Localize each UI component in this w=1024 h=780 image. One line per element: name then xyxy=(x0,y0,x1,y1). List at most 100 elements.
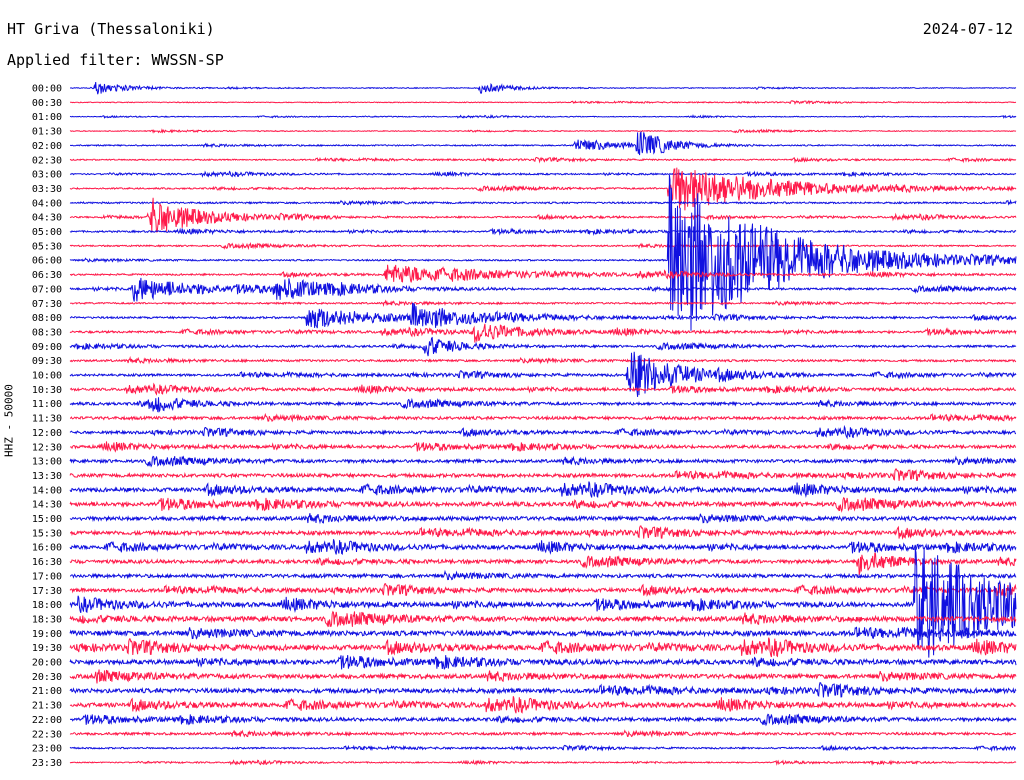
time-tick-label: 17:00 xyxy=(32,571,62,582)
time-tick-label: 22:00 xyxy=(32,715,62,726)
trace-1630 xyxy=(69,552,1017,575)
trace-1430 xyxy=(69,496,1017,513)
trace-0200 xyxy=(70,131,1017,156)
time-tick-label: 03:00 xyxy=(32,170,62,181)
trace-2130 xyxy=(69,696,1017,714)
time-tick-label: 05:00 xyxy=(32,227,62,238)
time-tick-label: 10:30 xyxy=(32,385,62,396)
time-tick-label: 10:00 xyxy=(32,371,62,382)
time-tick-label: 15:00 xyxy=(32,514,62,525)
trace-0630 xyxy=(69,264,1017,283)
trace-0730 xyxy=(69,299,1017,307)
time-tick-label: 18:30 xyxy=(32,614,62,625)
trace-1500 xyxy=(69,513,1017,525)
trace-1030 xyxy=(69,382,1017,396)
time-tick-label: 15:30 xyxy=(32,528,62,539)
time-tick-label: 14:30 xyxy=(32,500,62,511)
time-tick-label: 23:30 xyxy=(32,758,62,769)
time-tick-label: 09:00 xyxy=(32,342,62,353)
time-tick-label: 20:00 xyxy=(32,658,62,669)
trace-1530 xyxy=(69,525,1017,540)
trace-0930 xyxy=(69,355,1017,365)
time-tick-label: 22:30 xyxy=(32,729,62,740)
trace-0130 xyxy=(69,128,1017,134)
filter-label: Applied filter: WWSSN-SP xyxy=(7,51,224,69)
trace-1130 xyxy=(69,412,1017,423)
trace-0600 xyxy=(69,174,1017,331)
trace-0330 xyxy=(69,167,1017,211)
trace-0100 xyxy=(69,113,1017,119)
time-tick-label: 03:30 xyxy=(32,184,62,195)
station-title: HT Griva (Thessaloniki) xyxy=(7,20,215,38)
trace-1730 xyxy=(69,583,1017,598)
trace-2100 xyxy=(69,682,1017,698)
trace-1200 xyxy=(69,424,1016,440)
time-tick-label: 08:00 xyxy=(32,313,62,324)
time-tick-label: 19:00 xyxy=(32,629,62,640)
time-tick-label: 16:30 xyxy=(32,557,62,568)
trace-0830 xyxy=(69,323,1017,343)
trace-0500 xyxy=(69,227,1017,236)
trace-0400 xyxy=(69,199,1017,207)
trace-1100 xyxy=(69,397,1017,413)
trace-0430 xyxy=(69,197,1017,233)
trace-0030 xyxy=(69,100,1017,106)
time-tick-label: 12:00 xyxy=(32,428,62,439)
time-tick-label: 13:30 xyxy=(32,471,62,482)
time-tick-label: 06:00 xyxy=(32,256,62,267)
time-tick-label: 00:30 xyxy=(32,98,62,109)
time-tick-label: 21:00 xyxy=(32,686,62,697)
time-tick-label: 02:00 xyxy=(32,141,62,152)
trace-2000 xyxy=(69,655,1017,671)
trace-1930 xyxy=(69,637,1017,658)
time-tick-label: 12:30 xyxy=(32,442,62,453)
time-tick-label: 05:30 xyxy=(32,241,62,252)
time-tick-label: 04:30 xyxy=(32,213,62,224)
trace-1330 xyxy=(69,468,1017,481)
trace-0230 xyxy=(69,156,1017,164)
time-tick-label: 18:00 xyxy=(32,600,62,611)
time-tick-label: 07:30 xyxy=(32,299,62,310)
trace-1400 xyxy=(69,481,1017,499)
time-tick-label: 14:00 xyxy=(32,485,62,496)
time-tick-label: 20:30 xyxy=(32,672,62,683)
trace-2330 xyxy=(69,759,1017,766)
trace-1000 xyxy=(69,351,1017,397)
time-tick-label: 11:00 xyxy=(32,399,62,410)
trace-1600 xyxy=(69,539,1017,556)
trace-1300 xyxy=(69,455,1017,468)
trace-2200 xyxy=(69,713,1017,727)
date-label: 2024-07-12 xyxy=(922,20,1013,38)
trace-1700 xyxy=(69,569,1017,581)
trace-0700 xyxy=(69,277,1017,302)
time-tick-label: 19:30 xyxy=(32,643,62,654)
time-tick-label: 01:30 xyxy=(32,127,62,138)
time-tick-label: 06:30 xyxy=(32,270,62,281)
trace-0530 xyxy=(69,242,1017,250)
time-tick-label: 01:00 xyxy=(32,112,62,123)
time-tick-label: 08:30 xyxy=(32,327,62,338)
trace-2300 xyxy=(69,744,1016,753)
time-tick-label: 11:30 xyxy=(32,414,62,425)
time-tick-label: 02:30 xyxy=(32,155,62,166)
trace-2030 xyxy=(69,669,1017,684)
time-tick-label: 21:30 xyxy=(32,701,62,712)
trace-1800 xyxy=(69,548,1017,658)
trace-1230 xyxy=(69,441,1017,453)
trace-1900 xyxy=(69,626,1017,640)
trace-0000 xyxy=(70,81,1017,95)
time-tick-label: 17:30 xyxy=(32,586,62,597)
time-tick-label: 09:30 xyxy=(32,356,62,367)
time-tick-label: 07:00 xyxy=(32,284,62,295)
trace-0800 xyxy=(69,302,1017,329)
trace-0900 xyxy=(69,336,1017,357)
trace-1830 xyxy=(69,610,1017,628)
time-tick-label: 00:00 xyxy=(32,84,62,95)
time-tick-label: 13:00 xyxy=(32,457,62,468)
time-tick-label: 23:00 xyxy=(32,744,62,755)
trace-0300 xyxy=(69,170,1017,178)
time-tick-label: 16:00 xyxy=(32,543,62,554)
trace-2230 xyxy=(69,729,1017,738)
time-tick-label: 04:00 xyxy=(32,198,62,209)
